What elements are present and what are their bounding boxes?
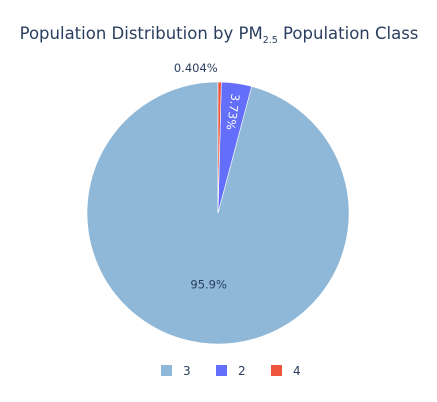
pie-slices — [86, 81, 350, 345]
legend-swatch-2 — [216, 365, 227, 376]
legend-label-4: 4 — [293, 364, 301, 378]
chart-title: Population Distribution by PM2.5 Populat… — [20, 24, 419, 46]
legend: 3 2 4 — [161, 364, 301, 378]
chart-title-prefix: Population Distribution by PM — [20, 24, 263, 43]
legend-label-2: 2 — [238, 364, 246, 378]
legend-swatch-4 — [271, 365, 282, 376]
legend-label-3: 3 — [183, 364, 191, 378]
pie-slice-labels: 95.9% 3.73% 0.404% — [174, 61, 243, 291]
chart-title-subscript: 2.5 — [263, 35, 278, 46]
chart-title-suffix: Population Class — [278, 24, 419, 43]
slice-label-4: 0.404% — [174, 61, 218, 75]
legend-swatch-3 — [161, 365, 172, 376]
slice-label-3: 95.9% — [190, 277, 227, 291]
pie-slice-4 — [217, 81, 222, 214]
slice-label-2: 3.73% — [223, 93, 242, 131]
